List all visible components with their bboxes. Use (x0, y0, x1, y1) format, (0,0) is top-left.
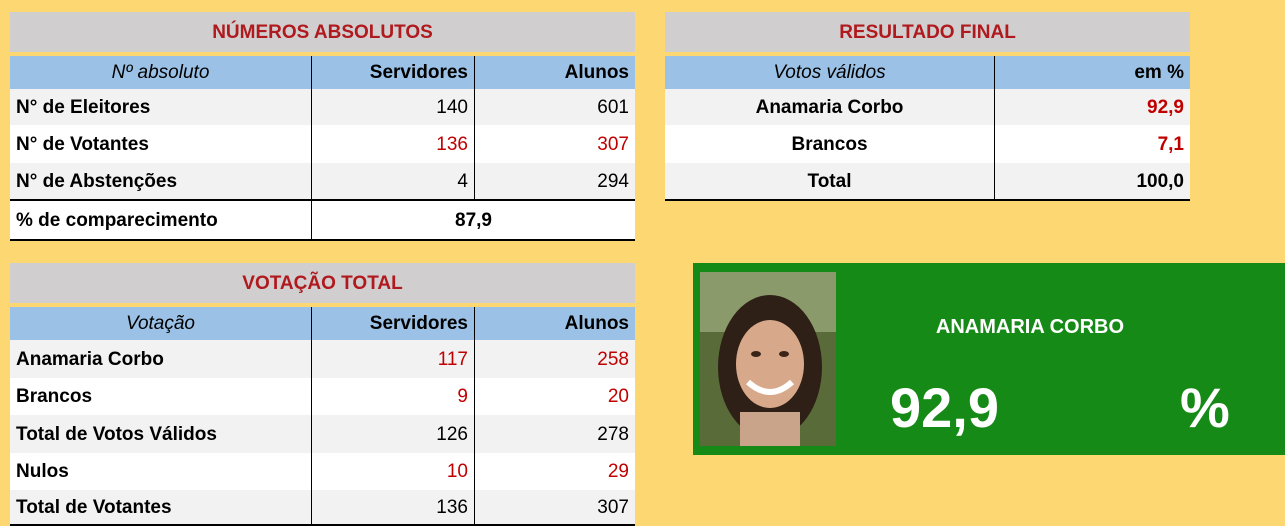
table-title: RESULTADO FINAL (665, 12, 1190, 52)
cell-value: 29 (475, 453, 635, 490)
row-label: Total de Votantes (10, 490, 312, 526)
cell-value: 9 (312, 378, 475, 415)
cell-value: 20 (475, 378, 635, 415)
candidate-percent: 92,9 (890, 375, 999, 440)
cell-value: 307 (475, 490, 635, 526)
table-title: NÚMEROS ABSOLUTOS (10, 12, 635, 52)
row-label: Total (665, 163, 995, 201)
row-label: N° de Abstenções (10, 163, 312, 201)
cell-value: 87,9 (312, 201, 635, 241)
column-header: Alunos (475, 56, 635, 89)
row-label: Anamaria Corbo (665, 89, 995, 125)
column-header: Servidores (312, 56, 475, 89)
column-header: Votos válidos (665, 56, 995, 89)
row-label: Nulos (10, 453, 312, 490)
cell-value: 117 (312, 340, 475, 378)
row-label: N° de Eleitores (10, 89, 312, 125)
percent-unit: % (1180, 375, 1230, 440)
row-label: % de comparecimento (10, 201, 312, 241)
cell-value: 294 (475, 163, 635, 201)
row-label: Brancos (665, 125, 995, 163)
cell-value: 307 (475, 125, 635, 163)
row-label: Anamaria Corbo (10, 340, 312, 378)
cell-value: 7,1 (995, 125, 1190, 163)
cell-value: 136 (312, 125, 475, 163)
cell-value: 126 (312, 415, 475, 453)
cell-value: 10 (312, 453, 475, 490)
column-header: Nº absoluto (10, 56, 312, 89)
candidate-name: ANAMARIA CORBO (880, 316, 1180, 339)
cell-value: 258 (475, 340, 635, 378)
column-header: Servidores (312, 307, 475, 340)
column-header: Votação (10, 307, 312, 340)
cell-value: 140 (312, 89, 475, 125)
cell-value: 4 (312, 163, 475, 201)
cell-value: 136 (312, 490, 475, 526)
row-label: N° de Votantes (10, 125, 312, 163)
cell-value: 601 (475, 89, 635, 125)
cell-value: 278 (475, 415, 635, 453)
cell-value: 92,9 (995, 89, 1190, 125)
table-title: VOTAÇÃO TOTAL (10, 263, 635, 303)
cell-value: 100,0 (995, 163, 1190, 201)
column-header: Alunos (475, 307, 635, 340)
row-label: Total de Votos Válidos (10, 415, 312, 453)
candidate-photo (700, 272, 836, 446)
spreadsheet: ANAMARIA CORBO 92,9 % NÚMEROS ABSOLUTOS N… (0, 0, 1285, 526)
column-header: em % (995, 56, 1190, 89)
row-label: Brancos (10, 378, 312, 415)
